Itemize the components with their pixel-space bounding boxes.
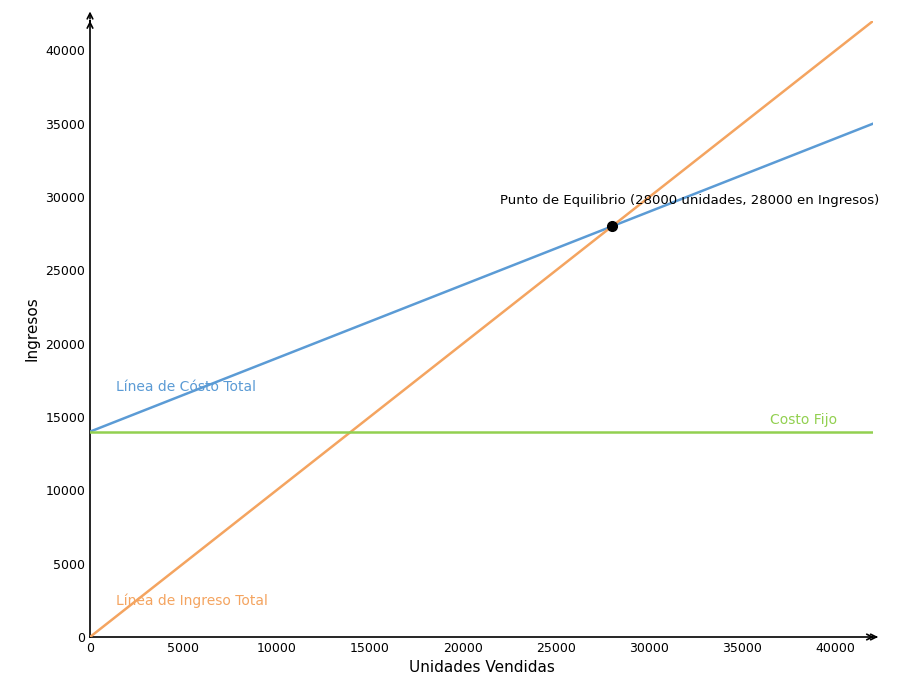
Text: Punto de Equilibrio (28000 unidades, 28000 en Ingresos): Punto de Equilibrio (28000 unidades, 280… bbox=[500, 195, 879, 207]
Text: Línea de Cósto Total: Línea de Cósto Total bbox=[116, 379, 256, 393]
Text: Línea de Ingreso Total: Línea de Ingreso Total bbox=[116, 593, 268, 608]
Y-axis label: Ingresos: Ingresos bbox=[24, 297, 40, 361]
Text: Costo Fijo: Costo Fijo bbox=[770, 412, 838, 426]
X-axis label: Unidades Vendidas: Unidades Vendidas bbox=[409, 660, 554, 675]
